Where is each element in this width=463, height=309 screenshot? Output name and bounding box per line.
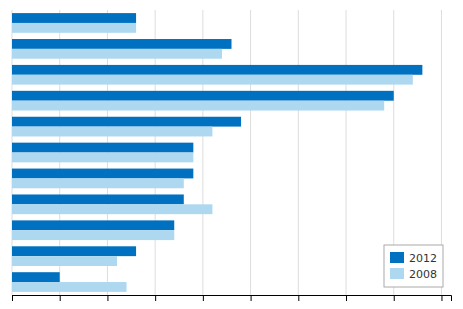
tick-mark — [155, 295, 156, 301]
tick — [346, 295, 347, 301]
legend-swatch — [390, 268, 404, 279]
bar — [12, 23, 136, 33]
bar — [12, 169, 193, 179]
tick — [155, 295, 156, 301]
bar — [12, 75, 413, 85]
grid-line — [250, 10, 251, 295]
bar — [12, 127, 212, 137]
bars — [12, 13, 422, 292]
bar — [12, 101, 384, 111]
plot-area: 2012 2008 — [12, 10, 452, 301]
bar — [12, 230, 174, 240]
bar — [12, 272, 60, 282]
bar — [12, 49, 222, 59]
bar — [12, 39, 232, 49]
bar — [12, 143, 193, 153]
bar — [12, 246, 136, 256]
tick — [203, 295, 204, 301]
tick-mark — [298, 295, 299, 301]
bar — [12, 153, 193, 163]
grid — [12, 10, 441, 295]
bar-series — [12, 23, 413, 292]
legend: 2012 2008 — [384, 245, 443, 287]
tick — [12, 295, 13, 301]
chart: 2012 2008 — [0, 0, 463, 309]
bar — [12, 256, 117, 266]
bar — [12, 13, 136, 23]
legend-frame — [384, 245, 443, 287]
grid-line — [346, 10, 347, 295]
tick-mark — [394, 295, 395, 301]
x-axis — [13, 295, 452, 301]
tick-mark — [12, 295, 13, 301]
tick-mark — [107, 295, 108, 301]
tick — [60, 295, 61, 301]
grid-line — [298, 10, 299, 295]
bar-series — [12, 13, 422, 282]
tick — [107, 295, 108, 301]
bar — [12, 204, 212, 214]
legend-label: 2012 — [409, 252, 437, 265]
axis-line — [13, 296, 452, 302]
bar — [12, 194, 184, 204]
legend-swatch — [390, 252, 404, 263]
bar — [12, 178, 184, 188]
tick-mark — [251, 295, 252, 301]
bar — [12, 117, 241, 127]
tick — [251, 295, 252, 301]
bar — [12, 282, 127, 292]
tick — [441, 295, 442, 301]
tick-mark — [203, 295, 204, 301]
tick — [394, 295, 395, 301]
bar — [12, 65, 422, 75]
legend-item: 2008 — [390, 268, 437, 281]
tick-mark — [60, 295, 61, 301]
bar — [12, 91, 394, 101]
legend-label: 2008 — [409, 268, 437, 281]
legend-item: 2012 — [390, 252, 437, 265]
bar — [12, 220, 174, 230]
tick — [298, 295, 299, 301]
tick-mark — [346, 295, 347, 301]
tick-mark — [441, 295, 442, 301]
